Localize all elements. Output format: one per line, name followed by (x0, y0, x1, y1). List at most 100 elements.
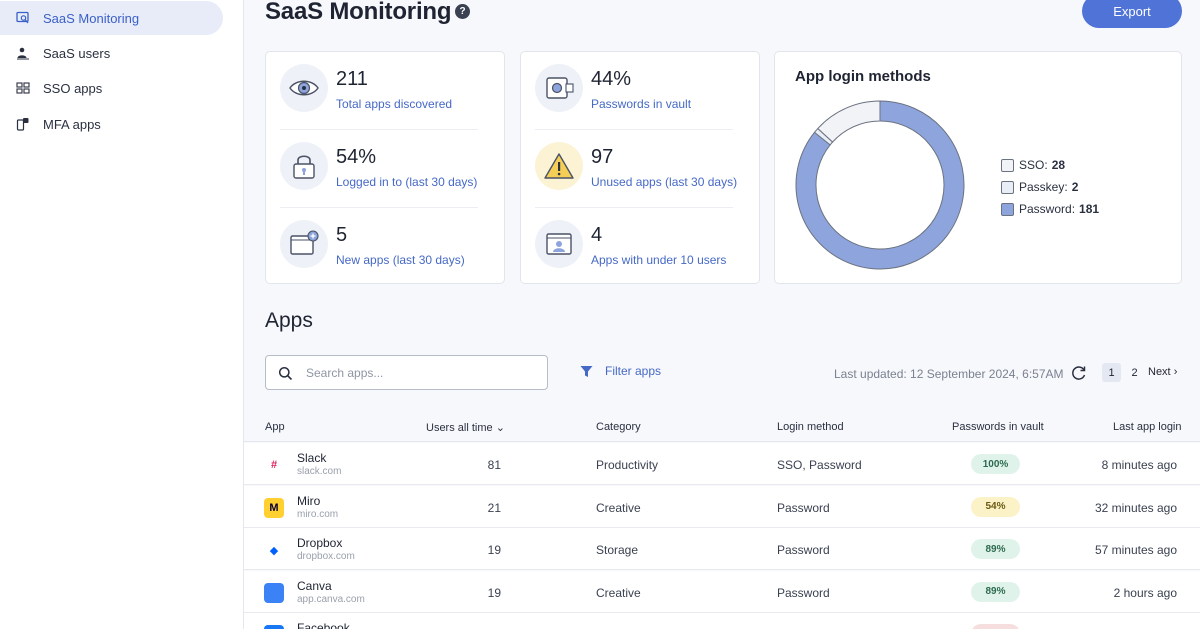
last-login-time: 32 minutes ago (1094, 500, 1177, 515)
page-2-button[interactable]: 2 (1131, 366, 1138, 379)
column-header-last-login[interactable]: Last app login (1113, 421, 1182, 433)
table-row[interactable]: # Slack slack.com 81 Productivity SSO, Passwo… (244, 443, 1200, 485)
stat-label: Apps with under 10 users (591, 253, 727, 267)
mfa-phone-icon (16, 117, 30, 131)
search-box (265, 355, 548, 390)
app-domain: dropbox.com (297, 551, 355, 562)
login-method: Password (777, 500, 830, 515)
monitor-search-icon (16, 11, 30, 25)
divider (280, 207, 478, 208)
app-name: Dropbox (297, 536, 343, 550)
eye-icon (280, 64, 328, 112)
login-methods-donut (795, 100, 965, 270)
sidebar-item-sso-apps[interactable]: SSO apps (0, 71, 223, 105)
column-header-vault[interactable]: Passwords in vault (952, 421, 1044, 433)
sidebar-item-saas-users[interactable]: SaaS users (0, 36, 223, 70)
sidebar: SaaS Monitoring SaaS users SSO apps MFA … (0, 0, 244, 629)
login-method: Password (777, 585, 830, 600)
chevron-right-icon: › (1173, 366, 1178, 378)
users-count: 19 (487, 543, 501, 557)
sidebar-item-label: MFA apps (43, 116, 101, 132)
vault-badge: 89% (971, 539, 1020, 559)
legend-label: SSO: (1019, 158, 1048, 172)
sidebar-item-label: SaaS Monitoring (43, 10, 140, 26)
refresh-icon[interactable] (1071, 365, 1087, 381)
column-header-app[interactable]: App (265, 421, 285, 433)
table-row[interactable]: M Miro miro.com 21 Creative Password 54% 32 min… (244, 485, 1200, 528)
last-updated-text: Last updated: 12 September 2024, 6:57AM (834, 367, 1064, 381)
stat-label: Passwords in vault (591, 97, 692, 111)
sidebar-item-saas-monitoring[interactable]: SaaS Monitoring (0, 1, 223, 35)
users-count: 21 (487, 500, 501, 515)
chart-title: App login methods (795, 68, 931, 85)
stat-value: 44% (591, 68, 632, 90)
stats-card-left: 211 Total apps discovered 54% Logged in … (265, 51, 505, 284)
legend-item-password: Password: 181 (1001, 198, 1099, 220)
filter-icon (580, 365, 593, 377)
main-content: SaaS Monitoring ? Export 211 Total apps … (244, 0, 1200, 629)
table-row[interactable]: ◆ Dropbox dropbox.com 19 Storage Password 89% 5… (244, 528, 1200, 570)
stat-new-apps: 5 New apps (last 30 days) (266, 208, 504, 286)
table-row[interactable]: f Facebook (244, 613, 1200, 629)
donut-slice-sso (817, 100, 881, 143)
miro-logo-icon: M (264, 497, 284, 518)
table-header: App Users all time ⌄ Category Login meth… (244, 412, 1200, 442)
last-login-time: 2 hours ago (1113, 585, 1177, 600)
stat-value: 211 (336, 68, 368, 90)
column-header-category[interactable]: Category (596, 421, 641, 433)
legend-value: 2 (1071, 180, 1079, 194)
divider (280, 129, 478, 130)
sidebar-item-label: SaaS users (43, 45, 111, 61)
next-label: Next (1148, 366, 1171, 378)
page-1-button[interactable]: 1 (1102, 363, 1121, 382)
lock-icon (280, 142, 328, 190)
stat-value: 5 (336, 224, 348, 246)
sso-grid-icon (16, 81, 30, 95)
help-icon[interactable]: ? (455, 4, 470, 19)
stat-label: New apps (last 30 days) (336, 253, 465, 267)
app-category: Creative (596, 500, 641, 515)
facebook-logo-icon: f (264, 625, 284, 629)
users-count: 19 (487, 585, 501, 600)
export-button[interactable]: Export (1082, 0, 1182, 28)
search-input[interactable] (306, 363, 536, 383)
vault-badge (971, 624, 1020, 629)
stats-card-middle: 44% Passwords in vault 97 Unused apps (l… (520, 51, 760, 284)
filter-apps-button[interactable]: Filter apps (580, 364, 661, 378)
legend-swatch (1001, 180, 1014, 194)
legend-value: 28 (1051, 158, 1066, 172)
next-page-button[interactable]: Next › (1148, 366, 1177, 378)
page-title: SaaS Monitoring (265, 0, 452, 25)
divider (535, 129, 733, 130)
slack-logo-icon: # (264, 455, 284, 475)
stat-value: 54% (336, 146, 377, 168)
legend-value: 181 (1079, 202, 1100, 216)
stat-total-apps: 211 Total apps discovered (266, 52, 504, 130)
column-header-login[interactable]: Login method (777, 421, 844, 433)
canva-logo-icon (264, 582, 284, 603)
legend-item-sso: SSO: 28 (1001, 154, 1099, 176)
sidebar-item-label: SSO apps (43, 80, 103, 96)
app-name: Facebook (297, 621, 350, 629)
column-header-label: Users all time (426, 422, 493, 434)
warning-icon (535, 142, 583, 190)
app-category: Creative (596, 585, 641, 600)
dropbox-logo-icon: ◆ (264, 540, 284, 560)
sidebar-item-mfa-apps[interactable]: MFA apps (0, 107, 223, 141)
column-header-users[interactable]: Users all time ⌄ (426, 421, 505, 434)
stat-value: 97 (591, 146, 614, 168)
legend-swatch (1001, 202, 1014, 216)
table-row[interactable]: Canva app.canva.com 19 Creative Password 89% 2… (244, 570, 1200, 613)
app-name: Miro (297, 493, 321, 508)
stat-value: 4 (591, 224, 603, 246)
stat-passwords-vault: 44% Passwords in vault (521, 52, 759, 130)
stat-apps-under-10: 4 Apps with under 10 users (521, 208, 759, 286)
app-domain: miro.com (297, 508, 339, 520)
app-name: Slack (297, 451, 327, 465)
search-icon (278, 366, 293, 381)
app-name: Canva (297, 578, 332, 593)
filter-label: Filter apps (605, 364, 662, 378)
login-method: SSO, Password (777, 458, 862, 472)
donut-slice-password (795, 100, 965, 270)
apps-section-title: Apps (265, 309, 313, 332)
